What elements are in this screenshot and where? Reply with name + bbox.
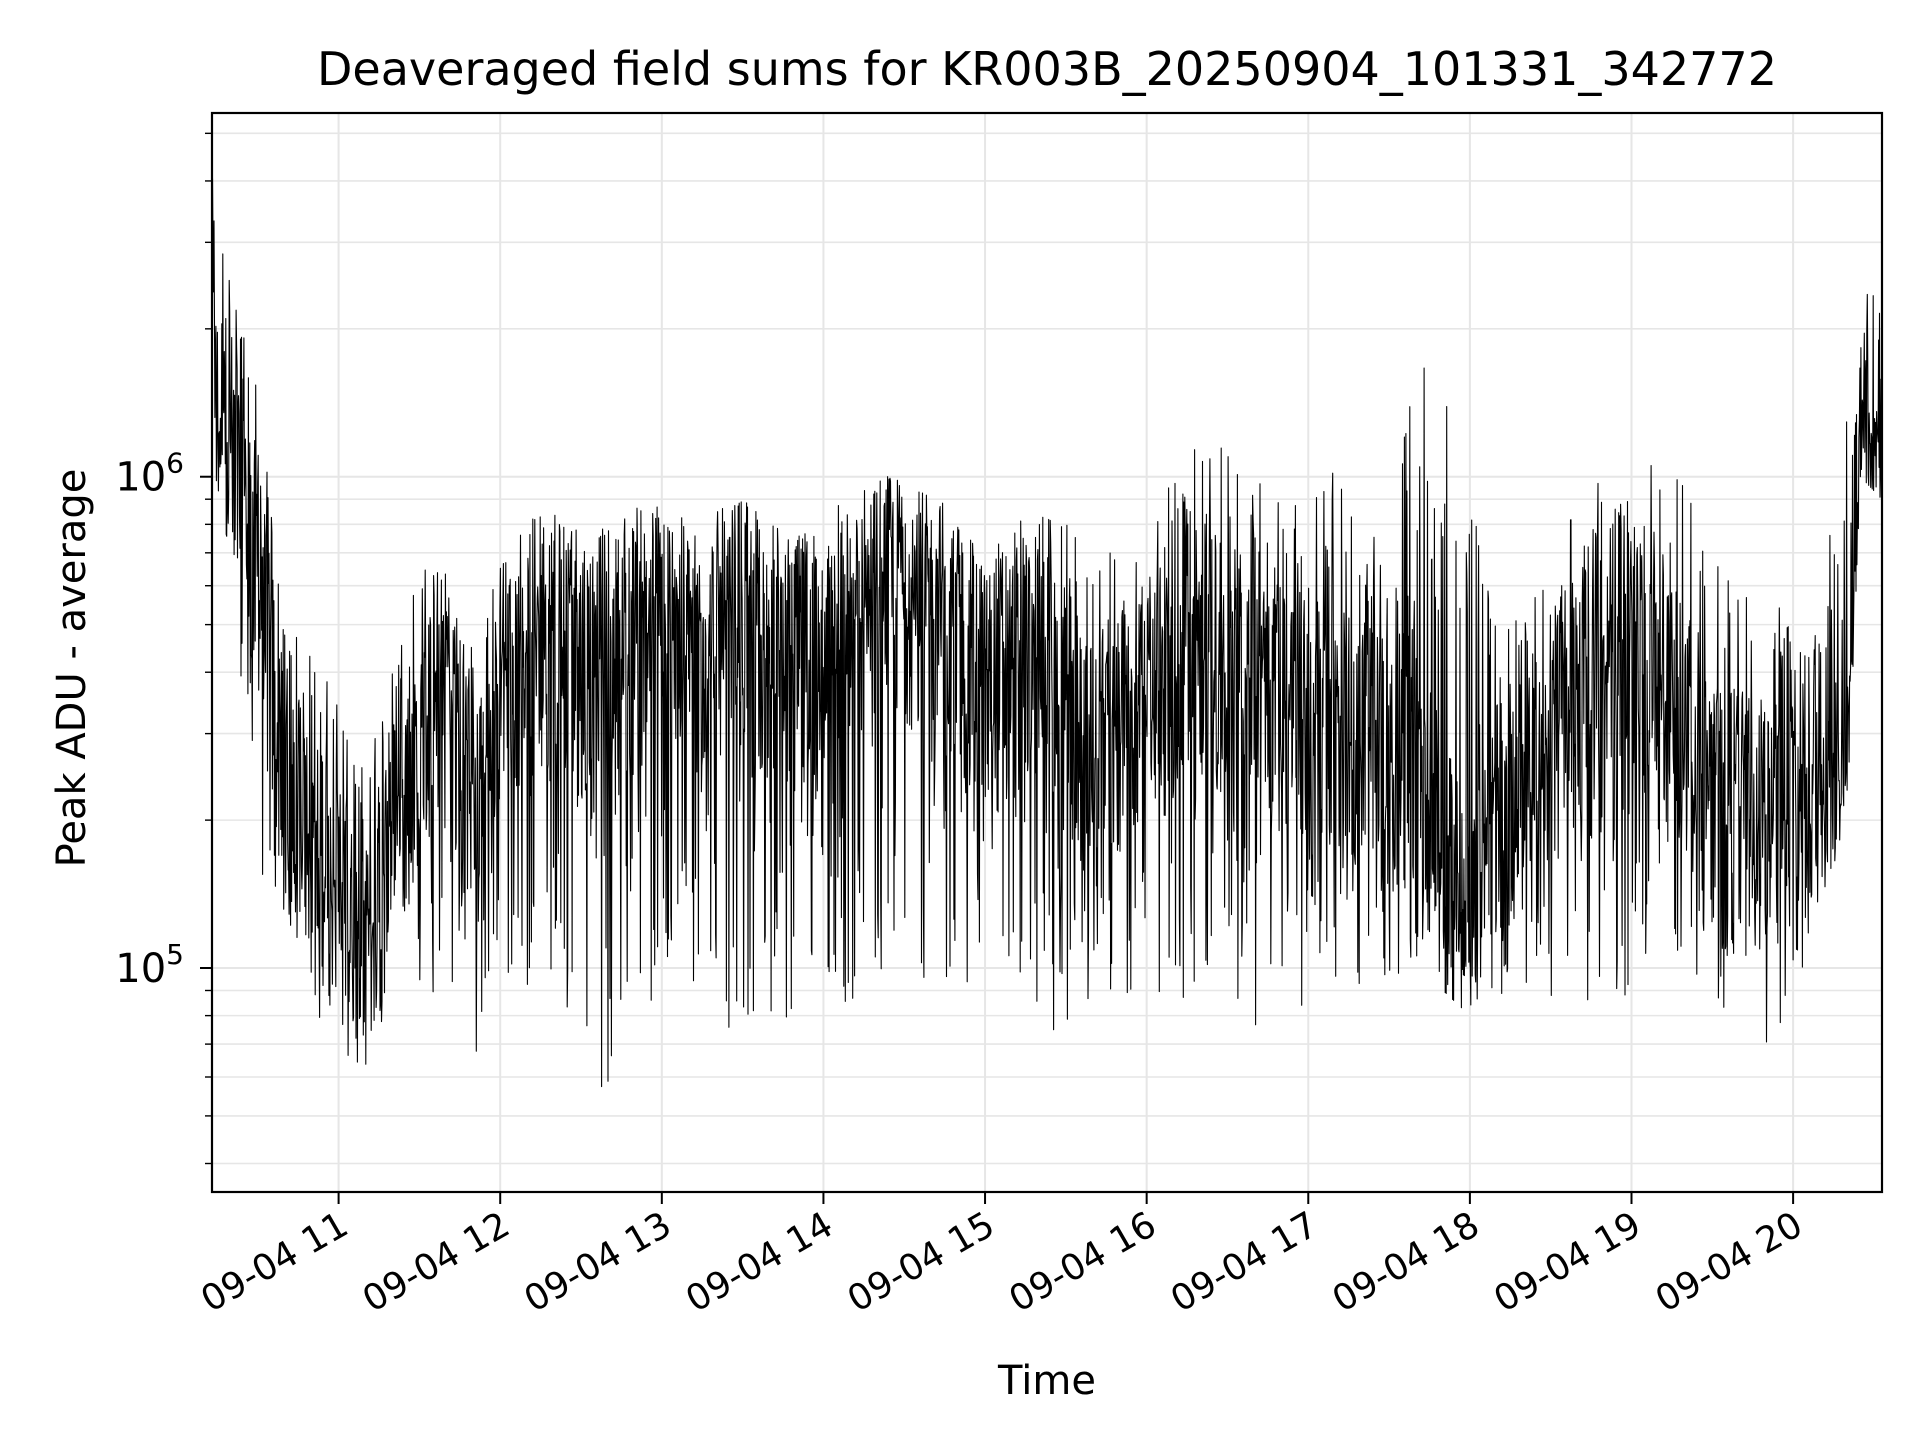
series-trace [211, 178, 1883, 1088]
plot-frame [210, 111, 1884, 1194]
x-tick-label: 09-04 15 [841, 1204, 1002, 1320]
x-axis-label: Time [998, 1358, 1096, 1404]
x-tick-label: 09-04 14 [679, 1204, 840, 1320]
x-tick-label: 09-04 20 [1649, 1204, 1810, 1320]
x-tick-label: 09-04 12 [356, 1204, 517, 1320]
x-tick-label: 09-04 17 [1164, 1204, 1325, 1320]
chart-title: Deaveraged field sums for KR003B_2025090… [317, 42, 1777, 96]
series-line [211, 178, 1883, 1088]
x-tick-label: 09-04 13 [518, 1204, 679, 1320]
x-tick-label: 09-04 11 [194, 1204, 355, 1320]
grid [212, 113, 1882, 1192]
y-tick-label: 105 [115, 938, 184, 992]
x-tick-label: 09-04 16 [1002, 1204, 1163, 1320]
x-tick-label: 09-04 19 [1487, 1204, 1648, 1320]
x-tick-label: 09-04 18 [1326, 1204, 1487, 1320]
y-tick-label: 106 [115, 447, 184, 501]
